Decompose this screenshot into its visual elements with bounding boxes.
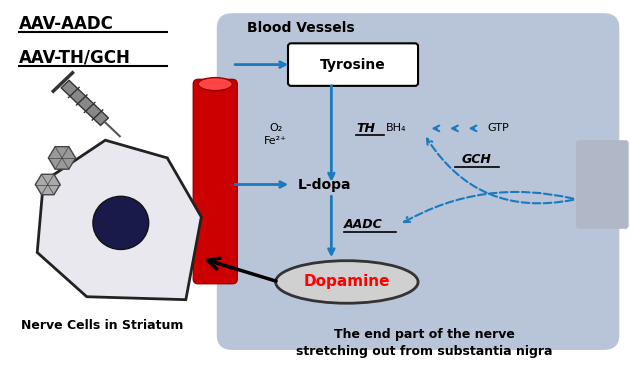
- Polygon shape: [61, 80, 108, 125]
- Polygon shape: [35, 174, 60, 195]
- Ellipse shape: [276, 261, 418, 303]
- Text: Dopamine: Dopamine: [304, 275, 390, 289]
- FancyBboxPatch shape: [288, 43, 418, 86]
- Text: AADC: AADC: [344, 218, 382, 231]
- Text: O₂
Fe²⁺: O₂ Fe²⁺: [264, 123, 287, 146]
- Text: BH₄: BH₄: [386, 123, 406, 133]
- Text: GCH: GCH: [462, 153, 492, 166]
- Text: L-dopa: L-dopa: [297, 177, 351, 192]
- Text: GTP: GTP: [488, 123, 509, 133]
- Text: Tyrosine: Tyrosine: [320, 58, 386, 72]
- Text: AAV-AADC: AAV-AADC: [19, 15, 113, 33]
- Circle shape: [93, 196, 149, 249]
- Ellipse shape: [198, 77, 232, 90]
- FancyBboxPatch shape: [193, 79, 238, 284]
- Polygon shape: [37, 140, 202, 300]
- Text: The end part of the nerve
stretching out from substantia nigra: The end part of the nerve stretching out…: [296, 328, 553, 358]
- FancyBboxPatch shape: [217, 13, 619, 350]
- Text: Nerve Cells in Striatum: Nerve Cells in Striatum: [21, 318, 183, 332]
- Text: TH: TH: [356, 122, 375, 135]
- Text: Blood Vessels: Blood Vessels: [246, 21, 354, 35]
- Text: AAV-TH/GCH: AAV-TH/GCH: [19, 48, 130, 66]
- FancyBboxPatch shape: [576, 140, 629, 229]
- Polygon shape: [49, 146, 76, 169]
